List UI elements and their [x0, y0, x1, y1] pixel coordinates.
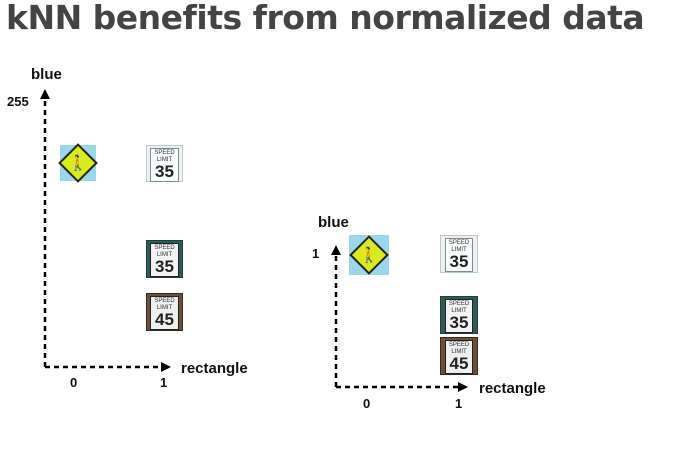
left-y-axis-label: blue [31, 66, 62, 83]
right-x-tick-0: 0 [363, 396, 371, 411]
sign-text-speed: SPEED [154, 245, 175, 251]
speed-limit-35-sign-image: SPEED LIMIT 35 [440, 296, 478, 334]
sign-text-limit: LIMIT [451, 246, 467, 253]
sign-text-limit: LIMIT [451, 348, 467, 355]
left-x-tick-1: 1 [160, 375, 168, 390]
sign-text-speed: SPEED [154, 150, 175, 156]
sign-text-limit: LIMIT [156, 251, 173, 258]
right-y-tick-label: 1 [312, 246, 320, 261]
sign-text-limit: LIMIT [156, 156, 173, 163]
sign-speed-value: 45 [155, 310, 174, 329]
sign-text-limit: LIMIT [156, 304, 173, 311]
sign-text-speed: SPEED [448, 240, 470, 246]
sign-text-speed: SPEED [448, 342, 470, 348]
speed-limit-35-sign-image: SPEED LIMIT 35 [146, 145, 183, 182]
right-y-axis-label: blue [318, 214, 349, 231]
slide-title: kNN benefits from normalized data [6, 0, 645, 37]
right-x-tick-1: 1 [455, 396, 463, 411]
pedestrian-crossing-icon: 🚶 [349, 235, 389, 275]
speed-limit-35-sign-image: SPEED LIMIT 35 [146, 240, 183, 278]
sign-speed-value: 35 [155, 162, 174, 181]
sign-speed-value: 35 [449, 252, 469, 271]
sign-speed-value: 35 [449, 313, 469, 332]
sign-text-limit: LIMIT [451, 307, 467, 314]
speed-limit-35-sign-image: SPEED LIMIT 35 [440, 235, 478, 273]
left-x-axis-label: rectangle [181, 360, 248, 377]
right-x-axis-label: rectangle [479, 380, 546, 397]
left-y-tick-label: 255 [7, 94, 29, 109]
sign-text-speed: SPEED [448, 301, 470, 307]
speed-limit-45-sign-image: SPEED LIMIT 45 [146, 293, 183, 331]
sign-speed-value: 35 [155, 257, 174, 276]
sign-speed-value: 45 [449, 354, 469, 373]
pedestrian-sign-image: 🚶 [349, 235, 389, 275]
pedestrian-crossing-icon: 🚶 [58, 143, 98, 183]
left-x-tick-0: 0 [70, 375, 78, 390]
sign-text-speed: SPEED [154, 298, 175, 304]
pedestrian-sign-image: 🚶 [58, 143, 98, 183]
speed-limit-45-sign-image: SPEED LIMIT 45 [440, 337, 478, 375]
